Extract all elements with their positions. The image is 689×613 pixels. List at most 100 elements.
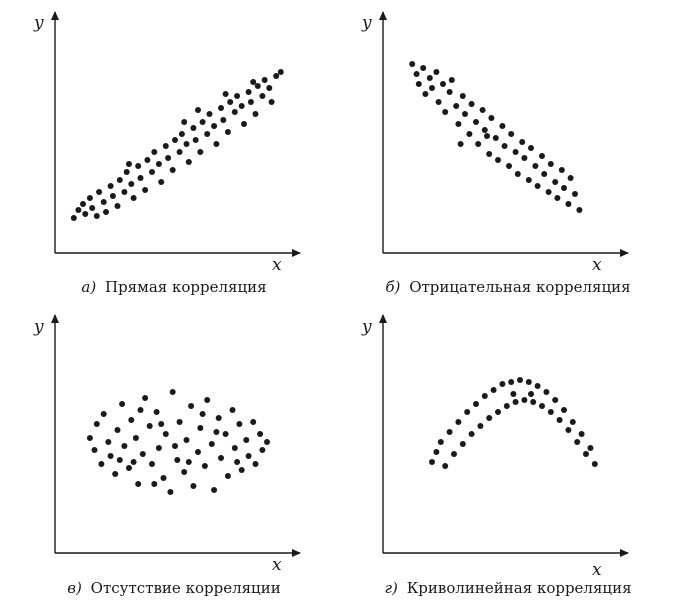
- scatter-point: [227, 99, 234, 105]
- scatter-point: [172, 137, 178, 143]
- scatter-point: [429, 459, 435, 465]
- y-axis-label: y: [33, 13, 44, 33]
- scatter-point: [587, 445, 594, 451]
- scatter-point: [100, 411, 107, 417]
- scatter-point: [569, 419, 576, 425]
- scatter-point: [105, 439, 112, 445]
- scatter-point: [121, 443, 128, 449]
- scatter-points: [86, 389, 270, 495]
- scatter-point: [153, 409, 160, 415]
- scatter-point: [80, 201, 86, 207]
- scatter-point: [415, 81, 422, 87]
- scatter-point: [208, 441, 215, 447]
- scatter-point: [213, 141, 220, 147]
- scatter-point: [561, 185, 567, 191]
- scatter-point: [545, 189, 552, 195]
- scatter-point: [107, 453, 114, 459]
- scatter-points: [70, 69, 284, 221]
- scatter-point: [521, 155, 528, 161]
- scatter-point: [534, 383, 541, 389]
- scatter-point: [473, 401, 479, 407]
- scatter-point: [172, 443, 178, 449]
- scatter-point: [176, 419, 183, 425]
- scatter-point: [459, 441, 466, 447]
- scatter-point: [130, 459, 137, 465]
- panel-a: y x а) Прямая корреляция: [33, 11, 301, 296]
- scatter-point: [499, 123, 506, 129]
- scatter-point: [257, 431, 264, 437]
- scatter-point: [128, 417, 135, 423]
- scatter-point: [481, 393, 488, 399]
- scatter-point: [508, 131, 515, 137]
- scatter-point: [591, 461, 598, 467]
- chart-title: Криволинейная корреляция: [407, 579, 632, 597]
- scatter-point: [192, 137, 199, 143]
- chart-title: Прямая корреляция: [105, 278, 267, 296]
- scatter-point: [547, 161, 554, 167]
- scatter-point: [479, 107, 486, 113]
- scatter-point: [75, 207, 82, 213]
- scatter-point: [567, 175, 574, 181]
- scatter-point: [93, 213, 100, 219]
- scatter-point: [199, 411, 206, 417]
- scatter-point: [519, 139, 526, 145]
- scatter-point: [167, 489, 174, 495]
- scatter-point: [123, 169, 130, 175]
- scatter-point: [565, 201, 572, 207]
- scatter-point: [565, 427, 572, 433]
- scatter-point: [130, 195, 137, 201]
- scatter-point: [109, 193, 116, 199]
- scatter-point: [247, 99, 254, 105]
- scatter-point: [433, 449, 440, 455]
- scatter-point: [199, 119, 206, 125]
- chart-title: Отсутствие корреляции: [91, 579, 281, 597]
- scatter-point: [70, 215, 77, 221]
- scatter-point: [149, 461, 155, 467]
- scatter-point: [245, 453, 252, 459]
- scatter-point: [484, 133, 490, 139]
- scatter-point: [475, 141, 482, 147]
- scatter-point: [224, 129, 231, 135]
- scatter-point: [499, 381, 506, 387]
- scatter-point: [409, 61, 416, 67]
- scatter-point: [532, 163, 539, 169]
- scatter-point: [128, 181, 135, 187]
- scatter-point: [151, 481, 158, 487]
- scatter-point: [234, 93, 241, 99]
- scatter-point: [477, 423, 484, 429]
- scatter-point: [512, 399, 519, 405]
- scatter-point: [583, 451, 589, 457]
- scatter-point: [215, 415, 222, 421]
- scatter-point: [211, 487, 218, 493]
- scatter-point: [137, 175, 144, 181]
- scatter-point: [259, 447, 266, 453]
- scatter-point: [231, 109, 238, 115]
- scatter-point: [185, 159, 192, 165]
- scatter-point: [197, 149, 204, 155]
- scatter-point: [429, 85, 435, 91]
- scatter-point: [96, 189, 103, 195]
- scatter-point: [181, 119, 188, 125]
- x-axis-label: x: [592, 255, 602, 275]
- scatter-point: [204, 397, 211, 403]
- scatter-point: [93, 421, 100, 427]
- scatter-point: [468, 101, 475, 107]
- scatter-point: [442, 463, 449, 469]
- scatter-point: [517, 377, 523, 383]
- scatter-point: [561, 407, 567, 413]
- scatter-point: [525, 177, 532, 183]
- scatter-point: [261, 77, 268, 83]
- scatter-point: [473, 119, 479, 125]
- scatter-point: [543, 389, 550, 395]
- scatter-point: [155, 161, 162, 167]
- scatter-point: [252, 111, 259, 117]
- scatter-point: [114, 203, 121, 209]
- scatter-point: [229, 407, 236, 413]
- scatter-point: [103, 209, 109, 215]
- panel-d: y x г) Криволинейная корреляция: [361, 314, 632, 597]
- caption-letter: в): [67, 579, 82, 597]
- scatter-point: [238, 467, 245, 473]
- scatter-point: [426, 75, 433, 81]
- scatter-point: [185, 459, 192, 465]
